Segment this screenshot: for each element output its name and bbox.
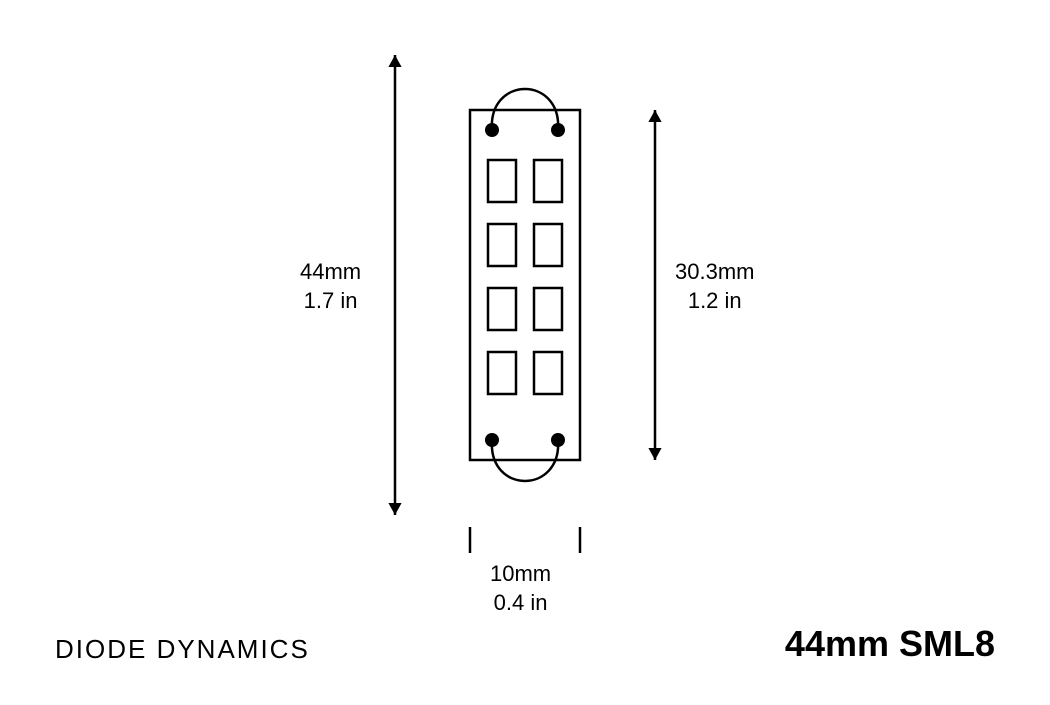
dim-label-board-height: 30.3mm 1.2 in [675,258,754,315]
dim-in: 1.2 in [688,288,742,313]
dim-label-overall-height: 44mm 1.7 in [300,258,361,315]
product-name: 44mm SML8 [785,623,995,665]
diagram-area: 44mm 1.7 in 30.3mm 1.2 in 10mm 0.4 in DI… [0,0,1050,700]
dim-mm: 44mm [300,259,361,284]
dim-mm: 30.3mm [675,259,754,284]
dim-mm: 10mm [490,561,551,586]
dim-in: 0.4 in [494,590,548,615]
dim-label-board-width: 10mm 0.4 in [490,560,551,617]
dim-in: 1.7 in [304,288,358,313]
brand-logo-text: DIODE DYNAMICS [55,634,310,665]
